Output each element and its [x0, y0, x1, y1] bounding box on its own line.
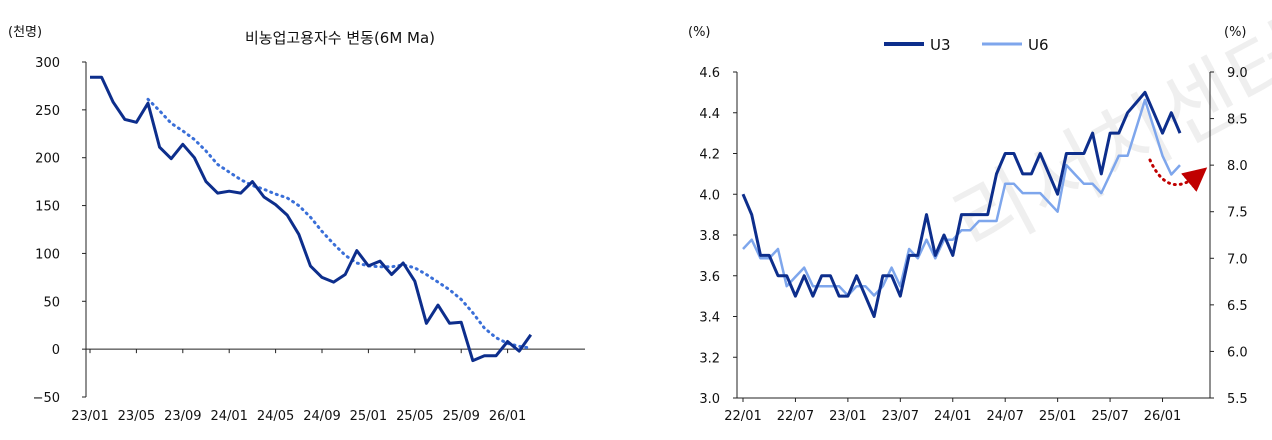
right-x-tick-label: 25/01	[1039, 409, 1076, 424]
unemployment-chart: (%) (%) U3 U6 4.6 4.4 4.2 4.0 3.8 3.6 3.4 3.2 3.…	[688, 25, 1248, 424]
right-left-tick-label: 3.4	[699, 311, 720, 326]
left-x-tick-label: 23/09	[164, 409, 201, 424]
right-axes: 4.6 4.4 4.2 4.0 3.8 3.6 3.4 3.2 3.0 9.0 8.5 8.0 7.5 7…	[699, 66, 1247, 424]
left-y-tick-label: 150	[35, 200, 60, 215]
left-x-tick-label: 23/01	[71, 409, 108, 424]
legend-u3-label: U3	[930, 36, 951, 54]
left-x-tick-label: 23/05	[118, 409, 155, 424]
right-left-tick-label: 3.6	[699, 270, 720, 285]
right-series	[741, 90, 1208, 318]
left-y-tick-label: 0	[52, 343, 60, 358]
right-left-unit: (%)	[688, 25, 711, 40]
left-x-tick-label: 25/09	[442, 409, 479, 424]
right-right-tick-label: 7.5	[1227, 206, 1248, 221]
left-x-tick-label: 24/05	[257, 409, 294, 424]
left-chart-title: 비농업고용자수 변동(6M Ma)	[245, 29, 435, 47]
left-y-unit: (천명)	[8, 25, 42, 40]
right-x-tick-label: 24/07	[986, 409, 1023, 424]
left-axes: 300 250 200 150 100 50 0 −50 23/01 23/05 23/09 24/0…	[33, 56, 585, 424]
right-left-tick-label: 3.2	[699, 351, 720, 366]
left-y-tick-label: 250	[35, 104, 60, 119]
left-y-tick-label: 50	[43, 295, 60, 310]
right-left-tick-label: 4.0	[699, 188, 720, 203]
left-x-tick-label: 25/05	[396, 409, 433, 424]
right-x-tick-label: 23/01	[829, 409, 866, 424]
left-x-tick-label: 26/01	[489, 409, 526, 424]
right-left-tick-label: 4.6	[699, 66, 720, 81]
right-right-tick-label: 8.0	[1227, 159, 1248, 174]
watermark-text: 리서치센터	[938, 6, 1272, 274]
right-left-tick-label: 3.8	[699, 229, 720, 244]
right-right-tick-label: 8.5	[1227, 113, 1248, 128]
legend-u6-label: U6	[1028, 36, 1049, 54]
right-x-tick-label: 22/07	[777, 409, 814, 424]
right-right-tick-label: 9.0	[1227, 66, 1248, 81]
right-left-tick-label: 4.4	[699, 107, 720, 122]
right-right-unit: (%)	[1224, 25, 1247, 40]
nfp-chart: (천명) 비농업고용자수 변동(6M Ma) 300 250 200 150 100 50…	[8, 25, 585, 424]
right-x-tick-label: 26/01	[1144, 409, 1181, 424]
left-x-tick-label: 24/01	[210, 409, 247, 424]
right-left-tick-label: 3.0	[699, 392, 720, 407]
left-y-tick-label: 300	[35, 56, 60, 71]
rebound-arrow-annotation	[1148, 158, 1208, 192]
legend: U3 U6	[884, 36, 1049, 54]
right-x-tick-label: 25/07	[1091, 409, 1128, 424]
left-y-tick-label: −50	[33, 391, 60, 406]
left-series-6m-ma-line	[146, 97, 533, 350]
right-left-tick-label: 4.2	[699, 148, 720, 163]
right-x-tick-label: 22/01	[724, 409, 761, 424]
left-x-tick-label: 25/01	[350, 409, 387, 424]
left-y-tick-label: 200	[35, 152, 60, 167]
right-right-tick-label: 6.5	[1227, 299, 1248, 314]
right-right-tick-label: 7.0	[1227, 252, 1248, 267]
left-y-tick-label: 100	[35, 247, 60, 262]
right-x-tick-label: 24/01	[934, 409, 971, 424]
left-series	[89, 75, 533, 363]
right-right-tick-label: 5.5	[1227, 392, 1248, 407]
right-x-tick-label: 23/07	[882, 409, 919, 424]
left-x-tick-label: 24/09	[303, 409, 340, 424]
right-right-tick-label: 6.0	[1227, 345, 1248, 360]
